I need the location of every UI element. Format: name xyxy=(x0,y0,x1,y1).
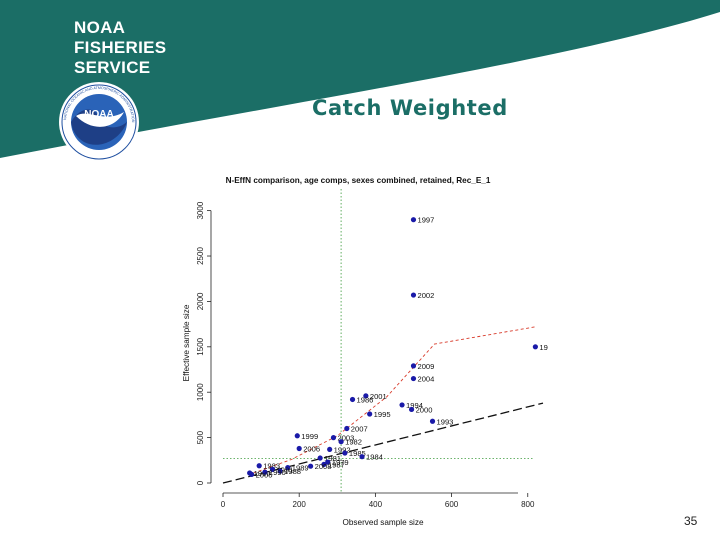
data-label-1997: 1997 xyxy=(417,216,434,225)
data-point-1983 xyxy=(256,463,262,469)
data-point-1991 xyxy=(269,466,276,472)
org-line-2: FISHERIES xyxy=(74,38,167,57)
x-tick-label: 600 xyxy=(445,500,459,509)
x-tick-label: 0 xyxy=(221,500,226,509)
data-point-1999 xyxy=(294,433,300,439)
data-point-2001 xyxy=(363,393,369,399)
y-tick-label: 2500 xyxy=(196,247,205,265)
neffn-scatter-chart: N-EffN comparison, age comps, sexes comb… xyxy=(182,176,548,527)
data-point-2002 xyxy=(410,292,417,298)
data-point-1994 xyxy=(399,402,405,408)
chart-title: N-EffN comparison, age comps, sexes comb… xyxy=(226,176,491,185)
svg-text:NOAA: NOAA xyxy=(84,109,113,120)
x-tick-label: 800 xyxy=(521,500,535,509)
org-line-1: NOAA xyxy=(74,18,126,37)
data-label-1990: 1990 xyxy=(269,468,286,477)
data-point-1979 xyxy=(325,459,331,465)
data-label-1992: 1992 xyxy=(334,445,351,454)
data-label-1999: 1999 xyxy=(301,432,318,441)
data-label-1988: 1988 xyxy=(284,467,301,476)
data-point-2009 xyxy=(410,363,417,369)
data-point-1993 xyxy=(429,418,436,424)
data-point-1995 xyxy=(367,411,373,417)
y-tick-label: 1000 xyxy=(196,383,205,401)
data-point-2006 xyxy=(296,445,302,452)
data-label-1991: 1991 xyxy=(277,465,294,474)
data-label-2004: 2004 xyxy=(417,375,434,384)
data-label-1979: 1979 xyxy=(332,458,349,467)
data-point-1982 xyxy=(338,439,344,445)
y-tick-label: 3000 xyxy=(196,201,205,219)
data-point-1990 xyxy=(262,469,268,475)
data-point-2004 xyxy=(410,375,417,382)
data-point-2007 xyxy=(344,425,350,432)
noaa-fisheries-wordmark: NOAA FISHERIES SERVICE xyxy=(74,18,166,78)
data-label-1984: 1984 xyxy=(366,453,383,462)
data-label-2007: 2007 xyxy=(351,425,368,434)
data-point-1986 xyxy=(349,396,356,403)
data-point-1988 xyxy=(277,468,283,474)
data-label-1982: 1982 xyxy=(345,438,362,447)
data-point-2008 xyxy=(308,463,314,469)
data-point-1984 xyxy=(359,454,365,460)
data-label-2006: 2006 xyxy=(303,444,320,453)
data-point-2003 xyxy=(330,435,337,441)
data-point-1997 xyxy=(410,217,417,223)
data-point-1987 xyxy=(321,461,327,467)
data-point-19 xyxy=(532,344,538,350)
page-number: 35 xyxy=(684,514,698,528)
data-label-1987: 1987 xyxy=(328,460,345,469)
y-tick-label: 1500 xyxy=(196,337,205,355)
data-label-1994: 1994 xyxy=(406,401,423,410)
data-point-1985 xyxy=(342,450,348,456)
data-point-1981 xyxy=(317,455,323,461)
x-tick-label: 200 xyxy=(293,500,307,509)
data-label-1981: 1981 xyxy=(324,454,341,463)
x-tick-label: 400 xyxy=(369,500,383,509)
data-label-1989: 1989 xyxy=(292,464,309,473)
y-axis-label: Effective sample size xyxy=(182,304,191,381)
slide-title: Catch Weighted xyxy=(312,96,508,120)
y-tick-label: 2000 xyxy=(196,292,205,310)
y-tick-label: 0 xyxy=(196,480,205,485)
data-point-2005 xyxy=(248,471,255,477)
x-axis-label: Observed sample size xyxy=(343,518,424,527)
data-label-1995: 1995 xyxy=(374,410,391,419)
loess-fit-line xyxy=(253,326,536,474)
data-label-1980: 1980 xyxy=(254,469,271,478)
one-to-one-line xyxy=(222,402,544,484)
data-label-2009: 2009 xyxy=(417,362,434,371)
header-banner: NOAA NATIONAL OCEANIC AND ATMOSPHERIC AD… xyxy=(0,0,720,160)
data-label-1983: 1983 xyxy=(263,462,280,471)
data-label-19: 19 xyxy=(539,343,547,352)
banner-background xyxy=(0,0,720,158)
data-label-1985: 1985 xyxy=(349,449,366,458)
y-tick-label: 500 xyxy=(196,430,205,444)
data-label-1993: 1993 xyxy=(437,417,454,426)
data-point-2000 xyxy=(408,406,415,413)
plot-area: 0 200 400 600 800 0 500 1000 1500 2000 2500 3000 199… xyxy=(196,189,548,509)
data-label-2000: 2000 xyxy=(416,405,433,414)
data-label-2001: 2001 xyxy=(370,392,387,401)
data-label-1986: 1986 xyxy=(357,395,374,404)
data-point-1992 xyxy=(327,446,333,453)
org-line-3: SERVICE xyxy=(74,58,151,77)
data-label-2005: 2005 xyxy=(256,470,273,479)
data-label-2008: 2008 xyxy=(315,462,332,471)
data-label-2003: 2003 xyxy=(337,434,354,443)
data-point-1989 xyxy=(285,464,291,471)
data-label-2002: 2002 xyxy=(417,291,434,300)
